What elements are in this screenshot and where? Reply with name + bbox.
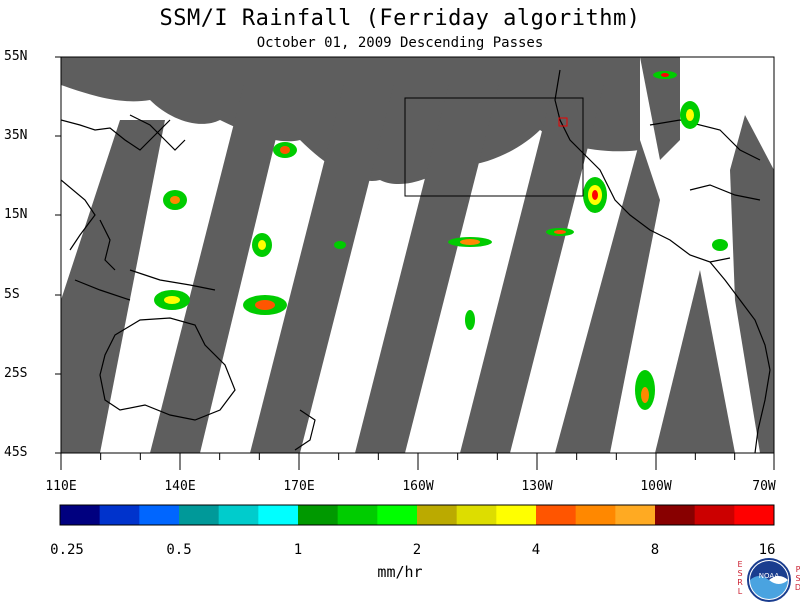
lon-label-110e: 110E [45,479,77,494]
colorbar-cell [258,505,299,525]
latitude-ticks [55,56,61,454]
colorbar-tick-label: 8 [650,542,660,558]
colorbar-cell [496,505,537,525]
no-data-swath-7 [640,57,680,160]
no-data-swath-2 [150,80,290,453]
colorbar-cell [694,505,735,525]
colorbar-cell [99,505,140,525]
colorbar-frame [59,504,775,526]
no-data-swath-9 [730,115,774,453]
rain-patches [154,71,728,410]
region-box [404,97,584,197]
no-data-swath-5 [460,80,605,453]
colorbar-cell [218,505,259,525]
lon-label-100w: 100W [640,479,672,494]
colorbar-cell [615,505,656,525]
colorbar-cell [734,505,775,525]
colorbar-cell [575,505,616,525]
colorbar-tick-label: 4 [531,542,541,558]
colorbar-tick-label: 0.25 [50,542,84,558]
lat-label-5s: 5S [4,287,20,302]
colorbar-cell [179,505,220,525]
colorbar-tick-label: 1 [293,542,303,558]
lon-label-70w: 70W [752,479,776,494]
colorbar-cell [60,505,101,525]
lon-label-130w: 130W [521,479,553,494]
colorbar-cell [298,505,339,525]
colorbar-cell [655,505,696,525]
lat-label-45s: 45S [4,445,28,460]
colorbar-cell [417,505,458,525]
no-data-swath-8 [655,270,735,453]
map-subtitle: October 01, 2009 Descending Passes [256,35,544,51]
colorbar-cell [536,505,577,525]
region-marker [558,117,568,127]
no-data-swath-3 [250,80,395,453]
lat-label-35n: 35N [4,128,28,143]
colorbar-tick-label: 0.5 [166,542,192,558]
colorbar-tick-label: 16 [758,542,776,558]
noaa-logo-text: NOAA [759,572,780,580]
no-data-swath-1 [61,120,165,453]
colorbar-cell [377,505,418,525]
lat-label-15n: 15N [4,207,28,222]
no-data-swath-4 [355,80,500,453]
colorbar-tick-label: 2 [412,542,422,558]
noaa-logo: NOAA [747,558,791,602]
lon-label-140e: 140E [164,479,196,494]
lat-label-25s: 25S [4,366,28,381]
lon-label-170e: 170E [283,479,315,494]
colorbar-cell [456,505,497,525]
map-title: SSM/I Rainfall (Ferriday algorithm) [159,6,641,31]
colorbar-units: mm/hr [377,563,423,581]
lon-label-160w: 160W [402,479,434,494]
colorbar-cell [139,505,180,525]
longitude-ticks [60,453,775,470]
coastlines [61,69,771,453]
lat-label-55n: 55N [4,49,28,64]
colorbar-cell [337,505,378,525]
